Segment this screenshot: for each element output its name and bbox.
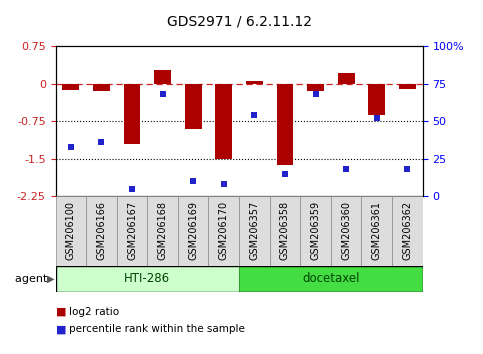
Bar xyxy=(392,196,423,266)
Text: ■: ■ xyxy=(56,324,66,334)
Bar xyxy=(270,196,300,266)
Bar xyxy=(331,196,361,266)
Bar xyxy=(307,84,324,91)
Bar xyxy=(239,196,270,266)
Text: docetaxel: docetaxel xyxy=(302,272,360,285)
Text: GSM206359: GSM206359 xyxy=(311,201,321,260)
Bar xyxy=(277,84,293,165)
Bar xyxy=(369,84,385,115)
Text: GSM206357: GSM206357 xyxy=(249,201,259,260)
Text: HTI-286: HTI-286 xyxy=(124,272,170,285)
Bar xyxy=(338,73,355,84)
Bar xyxy=(56,266,239,292)
Bar xyxy=(209,196,239,266)
Text: agent: agent xyxy=(15,274,51,284)
Text: GSM206360: GSM206360 xyxy=(341,201,351,259)
Bar xyxy=(147,196,178,266)
Bar xyxy=(246,81,263,84)
Bar xyxy=(56,196,86,266)
Bar xyxy=(178,196,209,266)
Text: GSM206362: GSM206362 xyxy=(402,201,412,260)
Bar xyxy=(62,84,79,90)
Bar xyxy=(185,84,201,129)
Bar xyxy=(154,70,171,84)
Text: GSM206169: GSM206169 xyxy=(188,201,198,259)
Bar xyxy=(361,196,392,266)
Text: percentile rank within the sample: percentile rank within the sample xyxy=(69,324,245,334)
Text: GSM206167: GSM206167 xyxy=(127,201,137,260)
Text: ■: ■ xyxy=(56,307,66,316)
Bar xyxy=(300,196,331,266)
Bar xyxy=(86,196,117,266)
Text: GSM206361: GSM206361 xyxy=(372,201,382,259)
Bar xyxy=(124,84,141,144)
Text: GSM206100: GSM206100 xyxy=(66,201,76,259)
Text: GSM206170: GSM206170 xyxy=(219,201,229,260)
Text: GDS2971 / 6.2.11.12: GDS2971 / 6.2.11.12 xyxy=(167,14,312,28)
Bar xyxy=(239,266,423,292)
Bar xyxy=(93,84,110,91)
Bar xyxy=(117,196,147,266)
Text: ▶: ▶ xyxy=(46,274,54,284)
Text: GSM206166: GSM206166 xyxy=(97,201,106,259)
Text: GSM206358: GSM206358 xyxy=(280,201,290,260)
Bar xyxy=(399,84,416,88)
Bar xyxy=(215,84,232,159)
Text: log2 ratio: log2 ratio xyxy=(69,307,119,316)
Text: GSM206168: GSM206168 xyxy=(157,201,168,259)
